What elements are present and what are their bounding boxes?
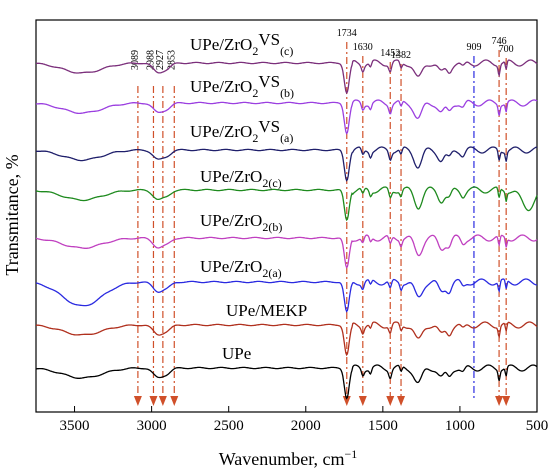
series-labels: UPe/ZrO2VS(c) UPe/ZrO2VS(b) UPe/ZrO2VS(a) U… [190, 30, 307, 363]
series-label: UPe/MEKP [226, 301, 307, 320]
series-label: UPe/ZrO2(c) [200, 167, 282, 190]
peak-arrow-icon [133, 396, 142, 406]
peak-label: 1734 [337, 28, 357, 39]
peak-label: 2853 [166, 50, 177, 70]
series-label: UPe/ZrO2(a) [200, 257, 282, 280]
peak-arrow-icon [170, 396, 179, 406]
x-tick-label: 500 [526, 418, 549, 434]
peak-label: 700 [499, 44, 514, 55]
peak-label: 1382 [391, 50, 411, 61]
x-tick-label: 3500 [60, 418, 90, 434]
spectrum-line [35, 234, 538, 269]
peak-arrow-icon [342, 396, 351, 406]
peak-arrow-icon [386, 396, 395, 406]
x-tick-label: 1500 [368, 418, 398, 434]
x-axis-title: Wavenumber, cm−1 [219, 447, 358, 469]
x-axis-ticks: 3500 3000 2500 2000 1500 1000 500 [60, 406, 549, 434]
series-label: UPe/ZrO2VS(c) [190, 30, 293, 58]
spectrum-line [35, 99, 538, 135]
spectrum-line [35, 146, 538, 182]
x-tick-label: 3000 [137, 418, 167, 434]
peak-label: 1452 [380, 48, 400, 59]
spectra [35, 59, 538, 400]
peak-label: 1630 [353, 42, 373, 53]
x-tick-label: 1000 [445, 418, 475, 434]
spectrum-line [36, 59, 538, 95]
peak-arrow-icon [158, 396, 167, 406]
series-label: UPe [222, 344, 251, 363]
series-label: UPe/ZrO2VS(b) [190, 72, 294, 100]
peak-label: 909 [466, 42, 481, 53]
peak-label: 746 [492, 36, 507, 47]
x-tick-label: 2500 [214, 418, 244, 434]
peak-arrow-icon [149, 396, 158, 406]
peak-label: 2927 [155, 50, 166, 70]
series-label: UPe/ZrO2VS(a) [190, 117, 293, 145]
peak-arrow-icon [397, 396, 406, 406]
spectrum-line [35, 364, 538, 400]
x-tick-label: 2000 [291, 418, 321, 434]
spectrum-line [35, 186, 538, 222]
plot-frame [35, 19, 538, 413]
peak-arrow-icon [358, 396, 367, 406]
peak-label: 2988 [145, 50, 156, 70]
peak-arrow-icon [502, 396, 511, 406]
peak-label: 3089 [130, 50, 141, 70]
series-label: UPe/ZrO2(b) [200, 211, 282, 234]
spectrum-line [35, 321, 538, 357]
y-axis-title: Transmitance, % [2, 154, 22, 275]
spectrum-line [35, 278, 538, 313]
peak-arrow-icon [495, 396, 504, 406]
